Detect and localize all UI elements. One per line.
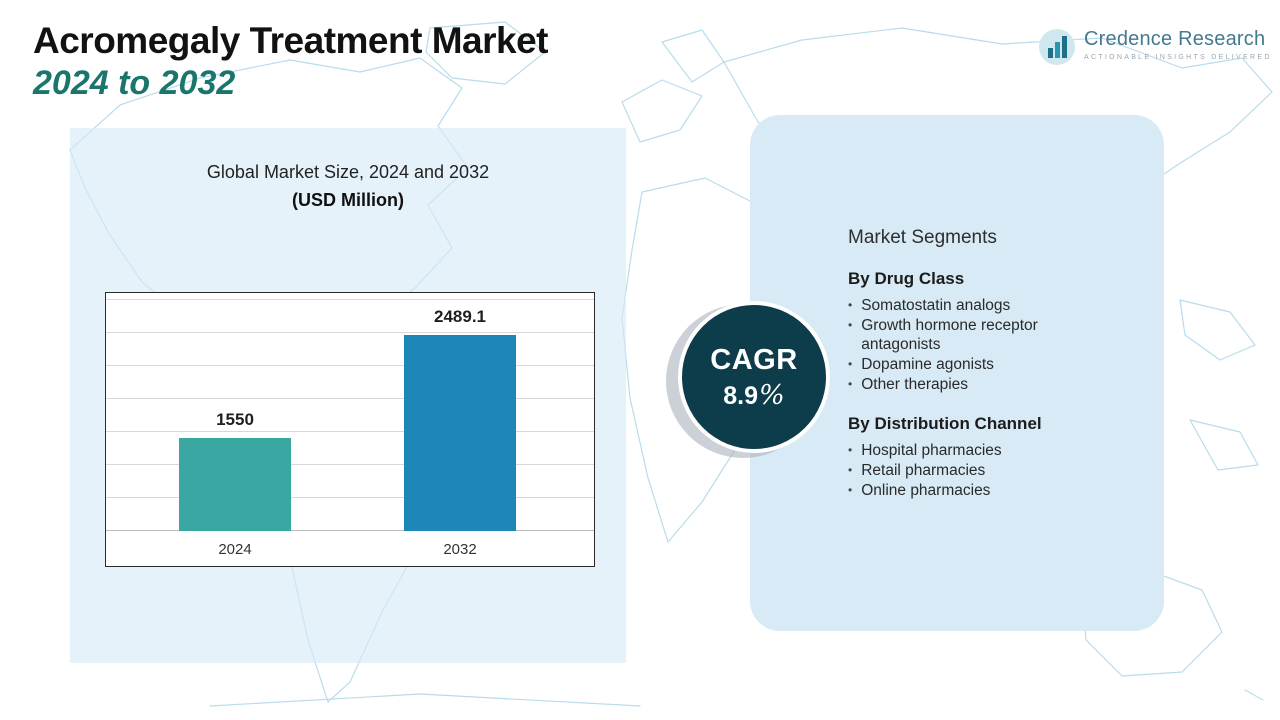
segment-item: • Online pharmacies <box>848 481 1100 500</box>
bullet-icon: • <box>848 298 853 312</box>
cagr-number: 8.9 <box>723 381 759 410</box>
cagr-label: CAGR <box>710 343 798 376</box>
segment-item-label: Other therapies <box>861 376 969 393</box>
bar-2032 <box>404 335 516 531</box>
bullet-icon: • <box>848 357 853 371</box>
segment-item-label: Retail pharmacies <box>861 462 986 479</box>
brand-logo: Credence Research ACTIONABLE INSIGHTS DE… <box>1038 28 1272 66</box>
cagr-value: 8.9% <box>723 380 784 411</box>
segment-item: • Other therapies <box>848 375 1100 394</box>
gridline <box>106 299 594 300</box>
segment-group-title: By Distribution Channel <box>848 414 1042 433</box>
segment-list: • Somatostatin analogs • Growth hormone rec… <box>848 296 1100 394</box>
segment-item-label: Somatostatin analogs <box>861 297 1011 314</box>
gridline <box>106 530 594 531</box>
gridline <box>106 497 594 498</box>
bar-chart: 1550 2024 2489.1 2032 <box>105 292 595 567</box>
bullet-icon: • <box>848 377 853 391</box>
gridline <box>106 398 594 399</box>
segment-item-label: Online pharmacies <box>861 482 991 499</box>
brand-text: Credence Research ACTIONABLE INSIGHTS DE… <box>1084 28 1272 61</box>
gridline <box>106 332 594 333</box>
brand-tagline: ACTIONABLE INSIGHTS DELIVERED <box>1084 54 1272 61</box>
bullet-icon: • <box>848 443 853 457</box>
bar-value-label: 1550 <box>216 410 254 429</box>
bar-plot: 1550 2024 2489.1 2032 <box>106 293 594 566</box>
segment-list: • Hospital pharmacies • Retail pharmacies • O… <box>848 441 1100 500</box>
bullet-icon: • <box>848 463 853 477</box>
segment-group-title: By Drug Class <box>848 269 965 288</box>
segment-item-label: Dopamine agonists <box>861 356 994 373</box>
segments-heading: Market Segments <box>848 227 997 248</box>
segment-item: • Somatostatin analogs <box>848 296 1100 315</box>
market-size-panel: Global Market Size, 2024 and 2032 (USD M… <box>70 128 626 663</box>
bullet-icon: • <box>848 483 853 497</box>
cagr-badge: CAGR 8.9% <box>678 301 830 453</box>
page-subtitle: 2024 to 2032 <box>33 63 236 102</box>
bullet-icon: • <box>848 318 853 332</box>
segment-item: • Growth hormone receptor antagonists <box>848 316 1100 354</box>
gridline <box>106 365 594 366</box>
x-axis-label: 2032 <box>443 541 477 558</box>
segments-content: Market Segments By Drug Class • Somatostat… <box>848 227 1100 501</box>
chart-title: Global Market Size, 2024 and 2032 <box>206 162 490 182</box>
percent-sign: % <box>759 379 785 411</box>
bar-value-label: 2489.1 <box>434 307 486 326</box>
gridline <box>106 464 594 465</box>
segment-item-label: Hospital pharmacies <box>861 442 1002 459</box>
segment-item: • Hospital pharmacies <box>848 441 1100 460</box>
header: Acromegaly Treatment Market 2024 to 2032 <box>33 20 548 103</box>
chart-subtitle: (USD Million) <box>292 190 404 210</box>
gridline <box>106 431 594 432</box>
segment-item-label: Growth hormone receptor antagonists <box>861 317 1038 353</box>
segment-item: • Retail pharmacies <box>848 461 1100 480</box>
x-axis-label: 2024 <box>218 541 252 558</box>
bar-chart-logo-icon <box>1038 28 1076 66</box>
segment-item: • Dopamine agonists <box>848 355 1100 374</box>
bar-2024 <box>179 438 291 531</box>
segment-groups: By Drug Class • Somatostatin analogs • Growt… <box>848 269 1100 500</box>
page-title: Acromegaly Treatment Market <box>33 20 548 61</box>
brand-name: Credence Research <box>1084 28 1266 50</box>
